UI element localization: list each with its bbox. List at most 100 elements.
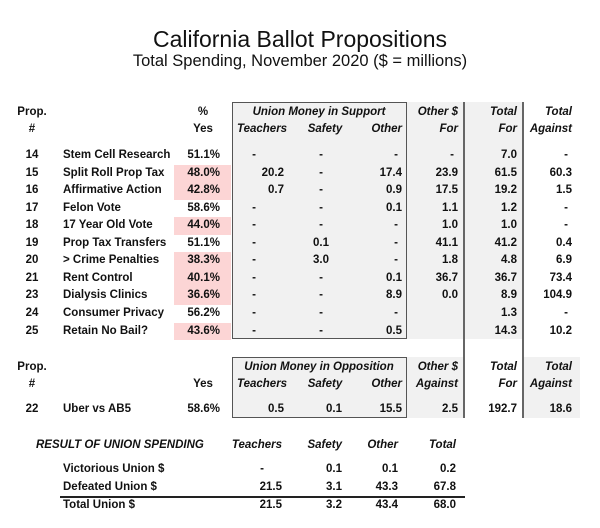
cell-other-for: 36.7 [435, 271, 458, 284]
cell-total-against: 0.4 [556, 236, 572, 249]
cell-prop: 17 [25, 201, 39, 214]
header-total-for-1: Total [489, 106, 517, 118]
header-union-opposition: Union Money in Opposition [244, 361, 394, 373]
divider-line [463, 102, 465, 418]
cell-yes: 43.6% [187, 324, 220, 337]
opp-header-other: Other [371, 378, 402, 390]
cell-total-against: 104.9 [543, 289, 572, 302]
cell-other-for: 17.5 [435, 184, 458, 197]
cell-prop: 21 [25, 271, 39, 284]
opp-header-prop: Prop. [17, 361, 47, 373]
cell-yes: 48.0% [187, 166, 220, 179]
cell-name: Split Roll Prop Tax [63, 166, 165, 179]
cell-teachers: - [252, 236, 256, 249]
cell-yes: 58.6% [187, 403, 220, 415]
cell-other: 0.9 [386, 184, 402, 197]
opp-header-other-dollar: Other $ [417, 361, 458, 373]
cell-other-for: 1.8 [442, 254, 458, 267]
page-subtitle: Total Spending, November 2020 ($ = milli… [132, 52, 468, 70]
result-total: 68.0 [433, 499, 456, 511]
cell-name: Retain No Bail? [63, 324, 148, 337]
opp-header-total-against-2: Against [529, 378, 572, 390]
result-teachers: 21.5 [259, 499, 282, 511]
cell-total-for: 4.8 [501, 254, 517, 267]
failed-highlight [174, 217, 231, 235]
other-for-shading [406, 102, 463, 339]
cell-total-against: 10.2 [549, 324, 572, 337]
cell-other-for: - [450, 149, 454, 161]
cell-yes: 58.6% [187, 201, 220, 214]
header-prop: Prop. [17, 106, 47, 118]
cell-total-against: - [564, 149, 568, 161]
cell-total-against: - [564, 219, 568, 232]
result-other: 0.1 [382, 463, 398, 475]
cell-yes: 56.2% [187, 306, 220, 319]
result-header-other: Other [367, 439, 398, 451]
cell-name: > Crime Penalties [63, 254, 160, 267]
cell-other: 0.5 [386, 324, 402, 337]
total-against-shading [524, 357, 580, 418]
cell-total-for: 61.5 [494, 166, 517, 179]
header-other-for: For [439, 123, 458, 135]
failed-highlight [174, 252, 231, 270]
result-header-total: Total [428, 439, 456, 451]
cell-total-for: 36.7 [494, 271, 517, 284]
cell-other: 0.1 [386, 201, 402, 214]
result-teachers: 21.5 [259, 481, 282, 493]
cell-prop: 18 [25, 219, 39, 232]
cell-other: 17.4 [379, 166, 402, 179]
result-other: 43.3 [375, 481, 398, 493]
result-header-teachers: Teachers [231, 439, 282, 451]
cell-prop: 23 [25, 289, 39, 302]
cell-teachers: - [252, 254, 256, 267]
cell-other: 8.9 [386, 289, 402, 302]
result-total: 67.8 [433, 481, 456, 493]
cell-other: - [394, 254, 398, 267]
result-safety: 3.2 [326, 499, 342, 511]
cell-safety: - [319, 289, 323, 302]
cell-yes: 44.0% [187, 219, 220, 232]
cell-total-for: 192.7 [488, 403, 517, 415]
result-header-safety: Safety [307, 439, 342, 451]
cell-name: Prop Tax Transfers [63, 236, 167, 249]
cell-other: - [394, 306, 398, 319]
cell-yes: 42.8% [187, 184, 220, 197]
opp-header-safety: Safety [307, 378, 343, 390]
cell-teachers: - [252, 149, 256, 161]
result-total-divider [60, 496, 465, 498]
cell-name: Uber vs AB5 [63, 403, 131, 415]
cell-safety: - [319, 306, 323, 319]
cell-other-for: 41.1 [435, 236, 458, 249]
cell-total-for: 1.2 [501, 201, 517, 214]
cell-safety: - [319, 219, 323, 232]
header-total-against-2: Against [529, 123, 572, 135]
header-yes: Yes [193, 123, 213, 135]
cell-teachers: - [252, 271, 256, 284]
cell-prop: 15 [25, 166, 39, 179]
header-other-dollar: Other $ [417, 106, 458, 118]
cell-teachers: 20.2 [261, 166, 284, 179]
cell-total-for: 7.0 [501, 149, 517, 161]
failed-highlight [174, 287, 231, 305]
cell-total-for: 1.0 [501, 219, 517, 232]
cell-safety: - [319, 149, 323, 161]
cell-safety: 0.1 [313, 236, 329, 249]
cell-other: - [394, 149, 398, 161]
cell-safety: 3.0 [313, 254, 329, 267]
cell-total-for: 14.3 [494, 324, 517, 337]
failed-highlight [174, 269, 231, 288]
cell-teachers: 0.7 [268, 184, 284, 197]
header-union-support: Union Money in Support [252, 106, 386, 118]
opp-header-yes: Yes [193, 378, 213, 390]
cell-other-for: 23.9 [435, 166, 458, 179]
cell-prop: 24 [25, 306, 39, 319]
cell-teachers: - [252, 289, 256, 302]
header-safety: Safety [307, 123, 343, 135]
cell-teachers: - [252, 201, 256, 214]
result-label: Victorious Union $ [63, 463, 165, 475]
cell-teachers: - [252, 219, 256, 232]
failed-highlight [174, 322, 231, 341]
header-pct: % [197, 106, 209, 118]
result-safety: 0.1 [326, 463, 342, 475]
header-other: Other [371, 123, 402, 135]
